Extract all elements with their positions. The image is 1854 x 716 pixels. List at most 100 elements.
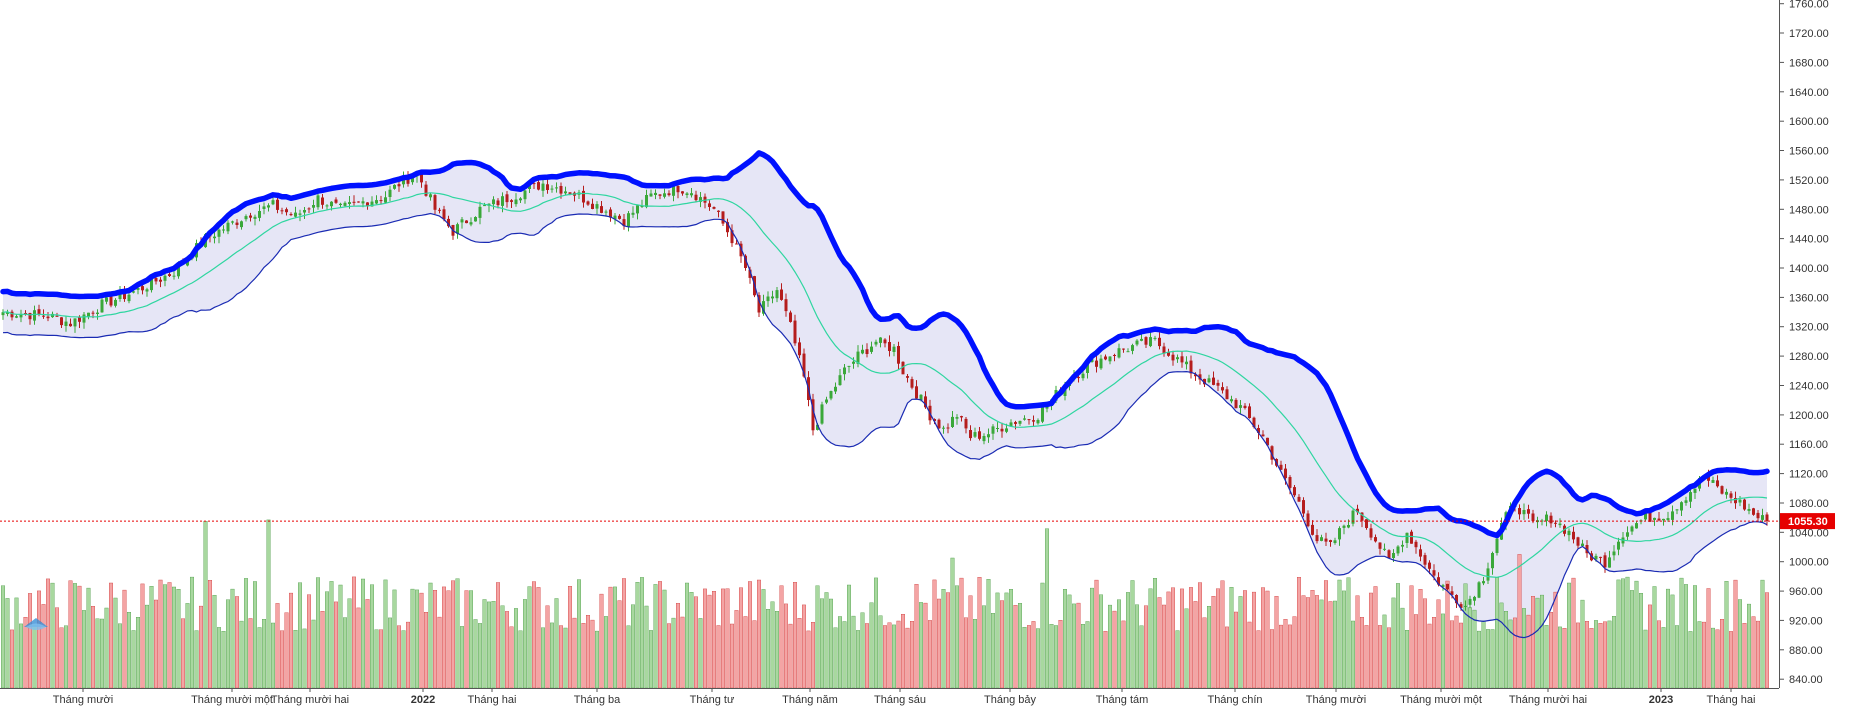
volume-bar	[1688, 631, 1693, 689]
volume-bar	[1251, 591, 1256, 689]
volume-bar	[622, 578, 627, 689]
candle-body	[303, 210, 306, 213]
volume-bar	[1238, 596, 1243, 689]
candle	[325, 204, 329, 210]
volume-bar	[748, 581, 753, 689]
volume-bar	[1404, 630, 1409, 689]
candle	[433, 194, 437, 214]
volume-bar	[298, 582, 303, 689]
volume-bar	[1350, 620, 1355, 689]
candle-body	[474, 217, 477, 222]
candle-body	[825, 399, 828, 403]
candle	[519, 197, 522, 203]
candle	[1761, 508, 1764, 523]
volume-bar	[1274, 596, 1279, 689]
candle-body	[1320, 537, 1323, 541]
volume-bar	[284, 612, 289, 689]
candle	[1162, 342, 1166, 357]
candle-body	[604, 211, 608, 213]
volume-bar	[1242, 590, 1247, 689]
candle	[1342, 524, 1346, 535]
y-tick-label: 880.00	[1789, 645, 1823, 657]
candle-body	[667, 193, 671, 196]
volume-bar	[667, 623, 672, 689]
candle-body	[1617, 541, 1620, 550]
candle	[1243, 403, 1247, 410]
candle	[114, 298, 117, 308]
candle	[1122, 348, 1125, 353]
candle-body	[537, 182, 540, 190]
volume-bar	[437, 616, 442, 689]
candle-body	[235, 222, 239, 225]
candle	[1387, 549, 1391, 559]
volume-bar	[1035, 628, 1040, 689]
volume-bar	[1053, 625, 1058, 689]
volume-bar	[590, 619, 595, 689]
y-tick-label: 1440.00	[1789, 234, 1829, 246]
candle-body	[262, 206, 266, 209]
volume-bar	[626, 625, 631, 689]
candle	[231, 220, 234, 225]
volume-bar	[1400, 607, 1405, 689]
volume-bar	[941, 589, 946, 689]
volume-bar	[901, 614, 906, 689]
volume-bar	[824, 592, 829, 689]
candle	[1185, 356, 1188, 370]
volume-bar	[32, 624, 37, 689]
volume-bar	[189, 576, 194, 689]
candle-body	[798, 342, 801, 356]
candle-body	[1653, 517, 1656, 520]
candle	[847, 365, 851, 373]
indicator-lines	[0, 150, 1770, 639]
candle-body	[118, 292, 122, 299]
candle-body	[870, 346, 873, 352]
volume-bar	[761, 589, 766, 689]
candle-body	[339, 203, 342, 205]
candle-body	[217, 229, 221, 237]
volume-bar	[1656, 620, 1661, 689]
volume-bar	[964, 617, 969, 689]
volume-bar	[1152, 578, 1157, 689]
volume-bar	[932, 579, 937, 689]
candle-body	[420, 170, 423, 183]
candle-body	[838, 375, 842, 386]
candle-body	[735, 243, 738, 245]
bollinger-middle-line	[2, 192, 1768, 578]
candle	[267, 203, 270, 212]
candle	[825, 396, 828, 405]
candle-body	[1122, 348, 1125, 350]
volume-bar	[523, 599, 528, 689]
volume-bar	[1211, 596, 1216, 689]
candle-body	[388, 189, 392, 197]
candle-body	[1594, 555, 1598, 560]
candle-body	[1729, 493, 1733, 498]
candle-body	[559, 186, 563, 194]
candle	[280, 207, 284, 215]
volume-bar	[135, 617, 140, 689]
candle-body	[1477, 582, 1481, 598]
last-price-label: 1055.30	[1788, 516, 1828, 528]
volume-bar	[1, 585, 5, 689]
volume-bar	[198, 605, 203, 689]
volume-bar	[842, 621, 847, 689]
volume-bar	[1143, 605, 1148, 689]
candle-body	[645, 195, 648, 208]
candle	[1630, 525, 1634, 535]
candle-body	[861, 349, 864, 354]
x-tick-label: Tháng bảy	[984, 694, 1036, 706]
y-tick-label: 1280.00	[1789, 351, 1829, 363]
volume-bar	[734, 610, 739, 689]
candle-body	[1680, 502, 1683, 511]
volume-bar	[329, 581, 334, 689]
candle-body	[699, 197, 702, 202]
candle	[1374, 534, 1377, 543]
candle-body	[1671, 511, 1674, 520]
candle	[1464, 600, 1467, 611]
candle-body	[1387, 550, 1391, 558]
volume-bar	[1724, 581, 1729, 689]
candle-body	[253, 216, 257, 219]
candle	[766, 291, 770, 307]
volume-bar	[1611, 616, 1616, 689]
